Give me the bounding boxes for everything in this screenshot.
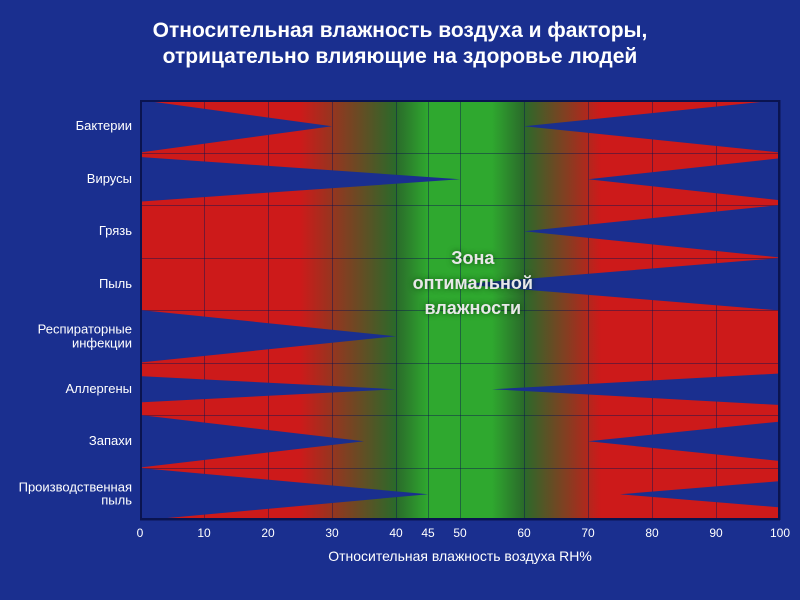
risk-wedge-left (140, 153, 460, 206)
chart-plot-area: БактерииВирусыГрязьПыльРеспираторныеинфе… (140, 100, 780, 520)
risk-wedge-left (140, 415, 364, 468)
y-axis-label: Аллергены (65, 382, 132, 396)
risk-wedge-left (140, 363, 396, 416)
y-axis-label: Бактерии (76, 119, 132, 133)
x-tick-label: 10 (197, 526, 210, 540)
x-tick-label: 0 (137, 526, 144, 540)
title-line-2: отрицательно влияющие на здоровье людей (163, 45, 638, 68)
risk-wedge-left (140, 100, 332, 153)
risk-wedge-right (524, 205, 780, 258)
risk-wedge-right (588, 415, 780, 468)
x-tick-label: 30 (325, 526, 338, 540)
title-line-1: Относительная влажность воздуха и фактор… (153, 19, 648, 42)
y-axis-label: Производственнаяпыль (19, 480, 132, 507)
y-axis-label: Респираторныеинфекции (38, 323, 132, 350)
chart-title: Относительная влажность воздуха и фактор… (0, 0, 800, 85)
x-axis-title: Относительная влажность воздуха RH% (328, 548, 592, 564)
risk-wedge-right (588, 153, 780, 206)
y-axis-label: Грязь (99, 224, 132, 238)
risk-wedge-right (524, 100, 780, 153)
x-tick-label: 70 (581, 526, 594, 540)
y-axis-label: Запахи (89, 434, 132, 448)
y-axis-label: Пыль (99, 277, 132, 291)
x-tick-label: 80 (645, 526, 658, 540)
x-tick-label: 40 (389, 526, 402, 540)
risk-wedge-right (460, 258, 780, 311)
risk-wedge-right (492, 363, 780, 416)
x-tick-label: 45 (421, 526, 434, 540)
risk-wedge-left (140, 468, 428, 521)
x-tick-label: 60 (517, 526, 530, 540)
x-tick-label: 90 (709, 526, 722, 540)
y-axis-label: Вирусы (87, 172, 132, 186)
x-tick-label: 20 (261, 526, 274, 540)
grid-line-h (140, 520, 780, 521)
risk-wedge-left (140, 310, 396, 363)
grid-line-v (780, 100, 781, 520)
x-axis: 010203040455060708090100Относительная вл… (140, 526, 780, 576)
risk-wedge-right (620, 468, 780, 521)
x-tick-label: 100 (770, 526, 790, 540)
x-tick-label: 50 (453, 526, 466, 540)
chart-background: БактерииВирусыГрязьПыльРеспираторныеинфе… (140, 100, 780, 520)
